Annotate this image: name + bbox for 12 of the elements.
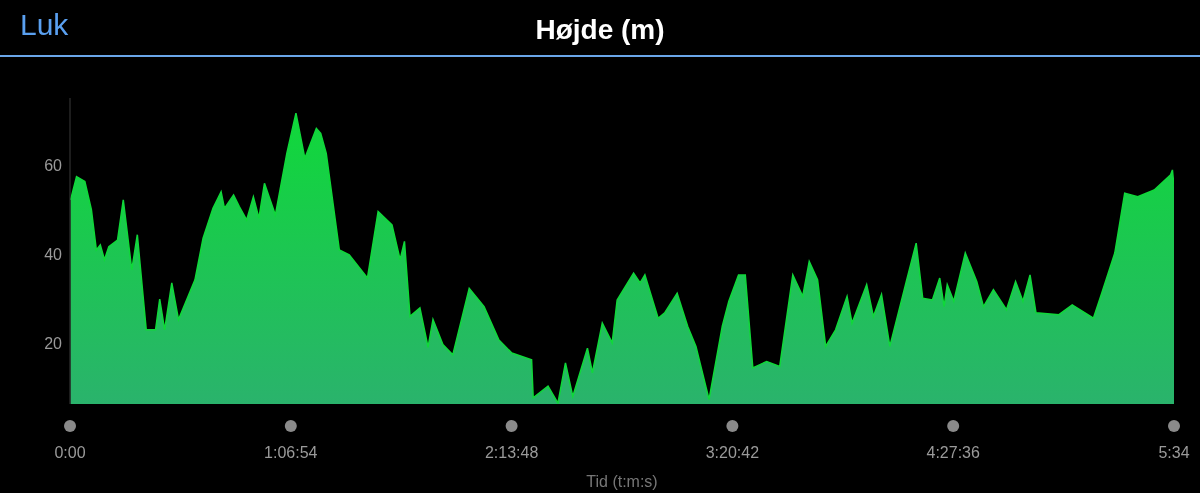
x-tick-label: 2:13:48: [484, 444, 539, 461]
y-tick-label: 60: [44, 156, 63, 174]
y-tick-label: 40: [44, 246, 63, 264]
x-tick-label: 0:00: [54, 444, 86, 461]
chart-title: Højde (m): [535, 14, 665, 45]
y-tick-label: 20: [44, 335, 63, 353]
x-tick-label: 1:06:54: [264, 444, 318, 461]
x-tick-label: 5:34: [1158, 444, 1190, 461]
x-axis-title: Tid (t:m:s): [586, 473, 658, 490]
x-tick-label: 4:27:36: [926, 444, 980, 461]
x-tick-label: 3:20:42: [705, 444, 760, 461]
text: Luk: [20, 8, 69, 42]
